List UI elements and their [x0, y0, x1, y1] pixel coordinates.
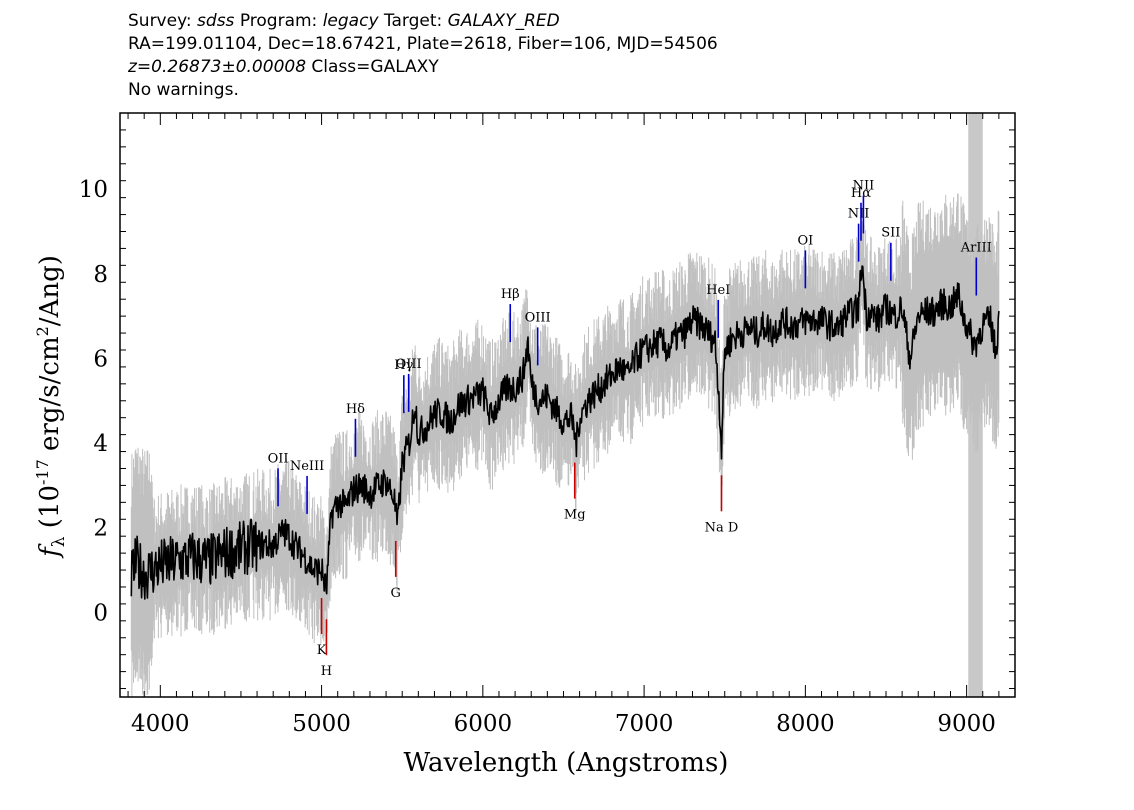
emission-line-label: NeIII: [290, 459, 324, 474]
emission-line-label: OI: [797, 233, 813, 248]
survey-value: sdss: [197, 11, 235, 31]
spectrum-header: Survey: sdss Program: legacy Target: GAL…: [128, 10, 718, 102]
emission-line-label: HeI: [706, 283, 730, 298]
y-tick-label: 10: [79, 177, 108, 203]
header-line-3: z=0.26873±0.00008 Class=GALAXY: [128, 56, 718, 79]
spectrum-layer: [130, 265, 1000, 600]
emission-line-label: Hδ: [346, 402, 365, 417]
noise-layer: [130, 193, 1000, 697]
y-axis-label: fλ (10-17 erg/s/cm2/Ang): [33, 255, 69, 559]
y-tick-label: 6: [93, 346, 108, 372]
y-tick-label: 4: [93, 431, 108, 457]
x-tick-label: 6000: [454, 711, 513, 737]
emission-line-label: OIII: [525, 310, 551, 325]
y-tick-label: 0: [93, 600, 108, 626]
absorption-line-label: Mg: [564, 508, 586, 523]
spectrum-line: [130, 265, 1000, 600]
header-line-4: No warnings.: [128, 80, 239, 100]
noise-band: [130, 193, 1000, 697]
spectral-line-markers: OIINeIIIHδHγOIIIHβOIIIHeIOINIIHαNIISIIAr…: [268, 178, 992, 679]
emission-line-label: NII: [848, 207, 870, 222]
target-value: GALAXY_RED: [447, 11, 560, 31]
redshift-value: z=0.26873±0.00008: [128, 57, 307, 77]
absorption-line-label: G: [391, 586, 401, 601]
x-tick-label: 8000: [776, 711, 835, 737]
emission-line-label: ArIII: [960, 241, 992, 256]
class-value: Class=GALAXY: [311, 57, 439, 77]
x-tick-label: 4000: [131, 711, 190, 737]
x-axis-label: Wavelength (Angstroms): [404, 748, 729, 778]
y-tick-label: 2: [93, 516, 108, 542]
plot-frame: [119, 112, 1016, 698]
x-tick-label: 7000: [615, 711, 674, 737]
header-line-2: RA=199.01104, Dec=18.67421, Plate=2618, …: [128, 34, 718, 54]
emission-line-label: Hβ: [501, 287, 520, 302]
emission-line-label: OII: [268, 451, 289, 466]
emission-line-label: OIII: [396, 357, 422, 372]
program-value: legacy: [322, 11, 379, 31]
target-label: Target:: [383, 11, 443, 31]
emission-line-label: Hγ: [394, 358, 413, 373]
header-line-1: Survey: sdss Program: legacy Target: GAL…: [128, 10, 718, 33]
program-label: Program:: [239, 11, 318, 31]
survey-label: Survey:: [128, 11, 192, 31]
emission-line-label: Hα: [851, 186, 871, 201]
absorption-line-label: H: [321, 664, 332, 679]
emission-line-label: NII: [853, 178, 875, 193]
absorption-line-label: Na D: [705, 520, 739, 535]
x-tick-label: 5000: [292, 711, 351, 737]
emission-line-label: SII: [881, 226, 900, 241]
x-tick-label: 9000: [937, 711, 996, 737]
y-tick-label: 8: [93, 262, 108, 288]
axes-layer: 4000 5000 6000 7000 8000 9000 0 2 4 6 8 10: [79, 112, 1016, 737]
absorption-line-label: K: [317, 643, 327, 658]
